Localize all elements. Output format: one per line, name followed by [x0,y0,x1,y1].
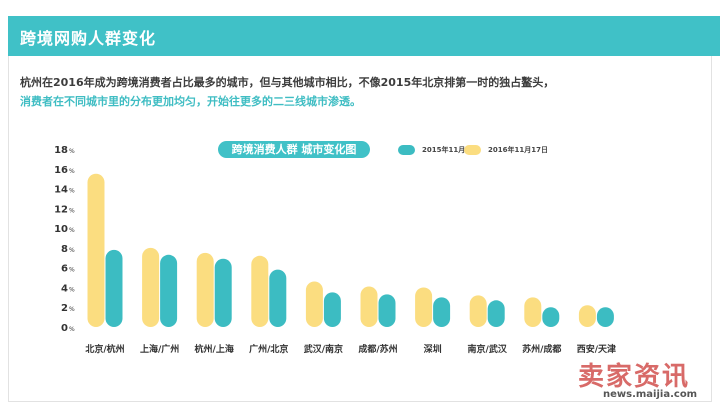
y-tick-unit: % [69,168,75,175]
y-tick-label: 8 [61,244,68,255]
y-tick-label: 16 [54,165,68,176]
x-tick-label: 成都/苏州 [358,343,397,355]
bar-2015-4 [269,269,287,327]
y-tick-label: 12 [54,204,68,215]
header-band [8,16,720,56]
x-tick-label: 杭州/上海 [195,343,234,355]
x-tick-label: 北京/杭州 [85,343,124,355]
summary-line-2: 消费者在不同城市里的分布更加均匀，开始往更多的二三线城市渗透。 [20,95,361,108]
y-tick-unit: % [69,326,75,333]
y-tick-label: 2 [61,303,68,314]
y-tick-unit: % [69,207,75,214]
y-tick-unit: % [69,267,75,274]
y-tick-label: 0 [61,323,68,334]
bar-2016-4 [251,255,269,327]
summary-line-1: 杭州在2016年成为跨境消费者占比最多的城市，但与其他城市相比，不像2015年北… [20,76,555,89]
x-tick-label: 上海/广州 [140,343,179,355]
bar-2016-8 [469,295,487,327]
legend-label-2016: 2016年11月17日 [488,146,548,154]
legend-swatch-2015 [398,145,415,155]
content-frame [8,56,712,402]
x-tick-label: 广州/北京 [249,343,288,355]
bar-2015-3 [214,258,232,327]
bar-2016-10 [578,305,596,327]
watermark-url: news.maijia.com [603,389,698,400]
x-tick-label: 南京/武汉 [468,343,508,355]
y-tick-label: 4 [61,283,68,294]
y-tick-label: 6 [61,264,68,275]
y-tick-unit: % [69,306,75,313]
x-tick-label: 武汉/南京 [304,343,343,355]
bar-2015-8 [487,300,505,327]
x-tick-label: 深圳 [424,343,442,355]
x-tick-label: 西安/天津 [577,343,616,355]
y-tick-label: 14 [54,185,68,196]
watermark-logo-text: 卖家资讯 [578,362,691,392]
bar-2015-5 [323,292,341,327]
legend-label-2015: 2015年11月 [422,146,466,154]
bar-2016-3 [196,252,214,327]
legend-swatch-2016 [464,145,481,155]
y-tick-label: 10 [54,224,68,235]
bar-2015-7 [433,297,451,327]
y-tick-label: 18 [54,145,68,156]
bar-2015-9 [542,307,560,327]
bar-2015-10 [596,307,614,327]
bar-2016-6 [360,286,378,327]
y-tick-unit: % [69,247,75,254]
bar-2016-9 [524,297,542,327]
y-tick-unit: % [69,188,75,195]
bar-2016-2 [142,247,160,327]
x-tick-label: 苏州/成都 [522,343,561,355]
bar-2015-6 [378,294,396,327]
y-tick-unit: % [69,227,75,234]
bar-2015-1 [105,249,123,327]
page-title: 跨境网购人群变化 [20,29,157,48]
y-tick-unit: % [69,286,75,293]
bar-2016-1 [87,173,105,327]
bar-2015-2 [160,254,178,327]
y-tick-unit: % [69,148,75,155]
bar-2016-7 [415,287,433,327]
bar-2016-5 [305,281,323,327]
chart-title: 跨境消费人群 城市变化图 [218,141,370,158]
